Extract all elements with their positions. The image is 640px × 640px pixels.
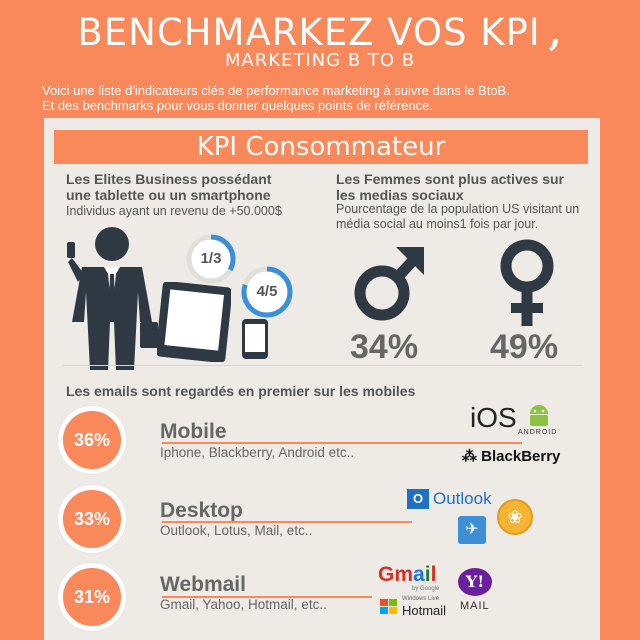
outlook-logo: Outlook [433,489,492,508]
smartphone-ratio-ring [241,266,293,318]
intro-line-2: Et des benchmarks pour vous donner quelq… [42,98,433,113]
yahoo-icon: Y! [458,568,492,596]
content-panel [44,118,600,640]
intro-text: Voici une liste d'indicateurs clés de pe… [42,83,602,113]
section-banner: KPI Consommateur [54,130,588,164]
desktop-label: Desktop [160,499,243,522]
businessman-icon [67,227,158,370]
elites-title: Les Elites Business possédant une tablet… [66,171,271,203]
ios-logo: iOS [470,402,517,433]
blackberry-logo-text: BlackBerry [481,448,561,465]
women-desc-line-1: Pourcentage de la population US visitant… [336,202,580,216]
page-subtitle: MARKETING B TO B [224,50,416,71]
women-desc-line-2: média social au moins1 fois par jour. [336,217,539,231]
mobile-percentage-badge: 36% [58,406,126,474]
page-title: BENCHMARKEZ VOS KPI, [77,10,563,54]
tablet-ratio-ring [186,234,236,284]
webmail-underline [162,596,372,598]
yahoo-mail-logo: MAIL [460,600,490,612]
desktop-desc: Outlook, Lotus, Mail, etc.. [160,523,313,538]
women-title: Les Femmes sont plus actives sur les med… [336,171,564,203]
android-icon [530,405,548,426]
gmail-by-google: by Google [412,586,440,592]
female-percentage: 49% [490,328,559,366]
webmail-label: Webmail [160,573,246,596]
lotus-icon: ❀ [497,499,533,535]
gmail-logo: Gmail [378,563,437,586]
desktop-percentage-badge: 33% [58,485,126,553]
male-percentage: 34% [350,328,419,366]
women-desc: Pourcentage de la population US visitant… [336,202,579,232]
smartphone-ratio-label: 4/5 [256,283,278,300]
male-symbol-icon [354,247,424,321]
hotmail-icon [380,599,398,615]
intro-line-1: Voici une liste d'indicateurs clés de pe… [42,83,510,98]
blackberry-logo: ⁂ BlackBerry [462,448,561,465]
smartphone-icon [242,319,268,359]
webmail-percentage-badge: 31% [58,563,126,631]
tablet-ratio-label: 1/3 [200,250,222,267]
mail-app-icon: ✈ [458,516,486,544]
desktop-underline [162,521,412,523]
hotmail-logo: Hotmail [402,603,447,618]
female-symbol-icon [500,239,554,326]
tablet-icon [157,282,231,362]
elites-title-line-2: une tablette ou un smartphone [66,187,271,203]
outlook-icon: O [407,489,429,509]
android-logo: ANDROID [518,429,558,436]
women-title-line-2: les medias sociaux [336,187,464,203]
section-divider [62,365,582,366]
mobile-label: Mobile [160,420,227,443]
elites-title-line-1: Les Elites Business possédant [66,171,272,187]
windows-live-logo: Windows Live [402,596,440,602]
emails-title: Les emails sont regardés en premier sur … [66,383,416,399]
mobile-underline [162,442,522,444]
women-title-line-1: Les Femmes sont plus actives sur [336,171,564,187]
elites-desc: Individus ayant un revenu de +50.000$ [66,204,282,218]
webmail-desc: Gmail, Yahoo, Hotmail, etc.. [160,597,327,612]
yahoo-logo: Y! [465,572,485,591]
mobile-desc: Iphone, Blackberry, Android etc.. [160,445,355,460]
